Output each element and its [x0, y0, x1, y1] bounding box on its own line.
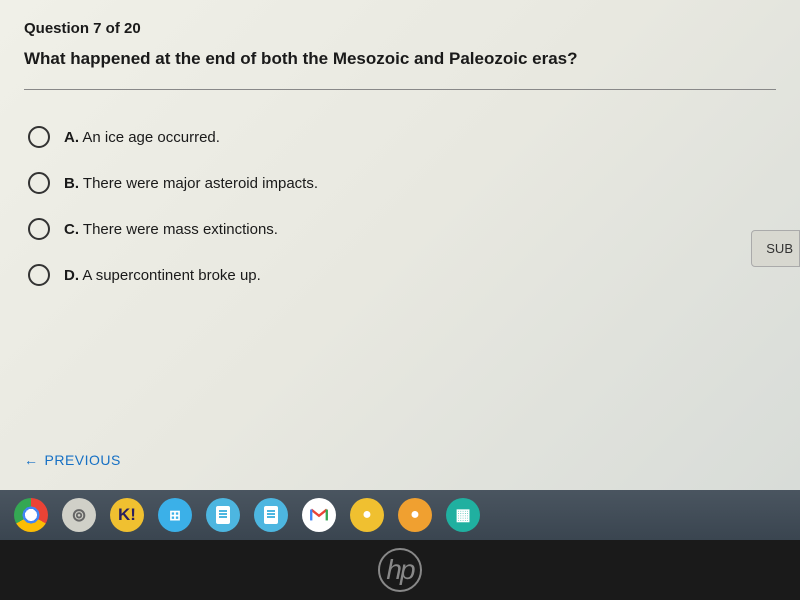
calculator-icon[interactable]: ⊞ — [158, 498, 192, 532]
docs-icon-1[interactable] — [206, 498, 240, 532]
app-icon-3[interactable]: ● — [398, 498, 432, 532]
laptop-bezel: hp — [0, 540, 800, 600]
option-b[interactable]: B. There were major asteroid impacts. — [28, 172, 776, 194]
hp-logo-icon: hp — [378, 548, 422, 592]
question-counter: Question 7 of 20 — [24, 20, 776, 37]
previous-button[interactable]: ← PREVIOUS — [24, 452, 121, 468]
option-text: B. There were major asteroid impacts. — [64, 175, 318, 192]
radio-icon[interactable] — [28, 264, 50, 286]
radio-icon[interactable] — [28, 172, 50, 194]
option-text: D. A supercontinent broke up. — [64, 267, 261, 284]
taskbar: ⊚ K! ⊞ ● ● ▦ — [0, 490, 800, 540]
app-icon-2[interactable]: ● — [350, 498, 384, 532]
option-text: A. An ice age occurred. — [64, 129, 220, 146]
radio-icon[interactable] — [28, 126, 50, 148]
option-d[interactable]: D. A supercontinent broke up. — [28, 264, 776, 286]
arrow-left-icon: ← — [24, 452, 39, 468]
submit-button[interactable]: SUB — [751, 230, 800, 267]
option-text: C. There were mass extinctions. — [64, 221, 278, 238]
gmail-icon[interactable] — [302, 498, 336, 532]
docs-icon-2[interactable] — [254, 498, 288, 532]
app-icon-1[interactable]: ⊚ — [62, 498, 96, 532]
option-c[interactable]: C. There were mass extinctions. — [28, 218, 776, 240]
options-list: A. An ice age occurred. B. There were ma… — [24, 126, 776, 286]
app-icon-4[interactable]: ▦ — [446, 498, 480, 532]
radio-icon[interactable] — [28, 218, 50, 240]
footer-nav: ← PREVIOUS — [24, 432, 776, 470]
chrome-icon[interactable] — [14, 498, 48, 532]
kahoot-icon[interactable]: K! — [110, 498, 144, 532]
divider — [24, 89, 776, 90]
previous-label: PREVIOUS — [45, 452, 121, 468]
option-a[interactable]: A. An ice age occurred. — [28, 126, 776, 148]
question-text: What happened at the end of both the Mes… — [24, 49, 776, 69]
quiz-content: Question 7 of 20 What happened at the en… — [0, 0, 800, 490]
